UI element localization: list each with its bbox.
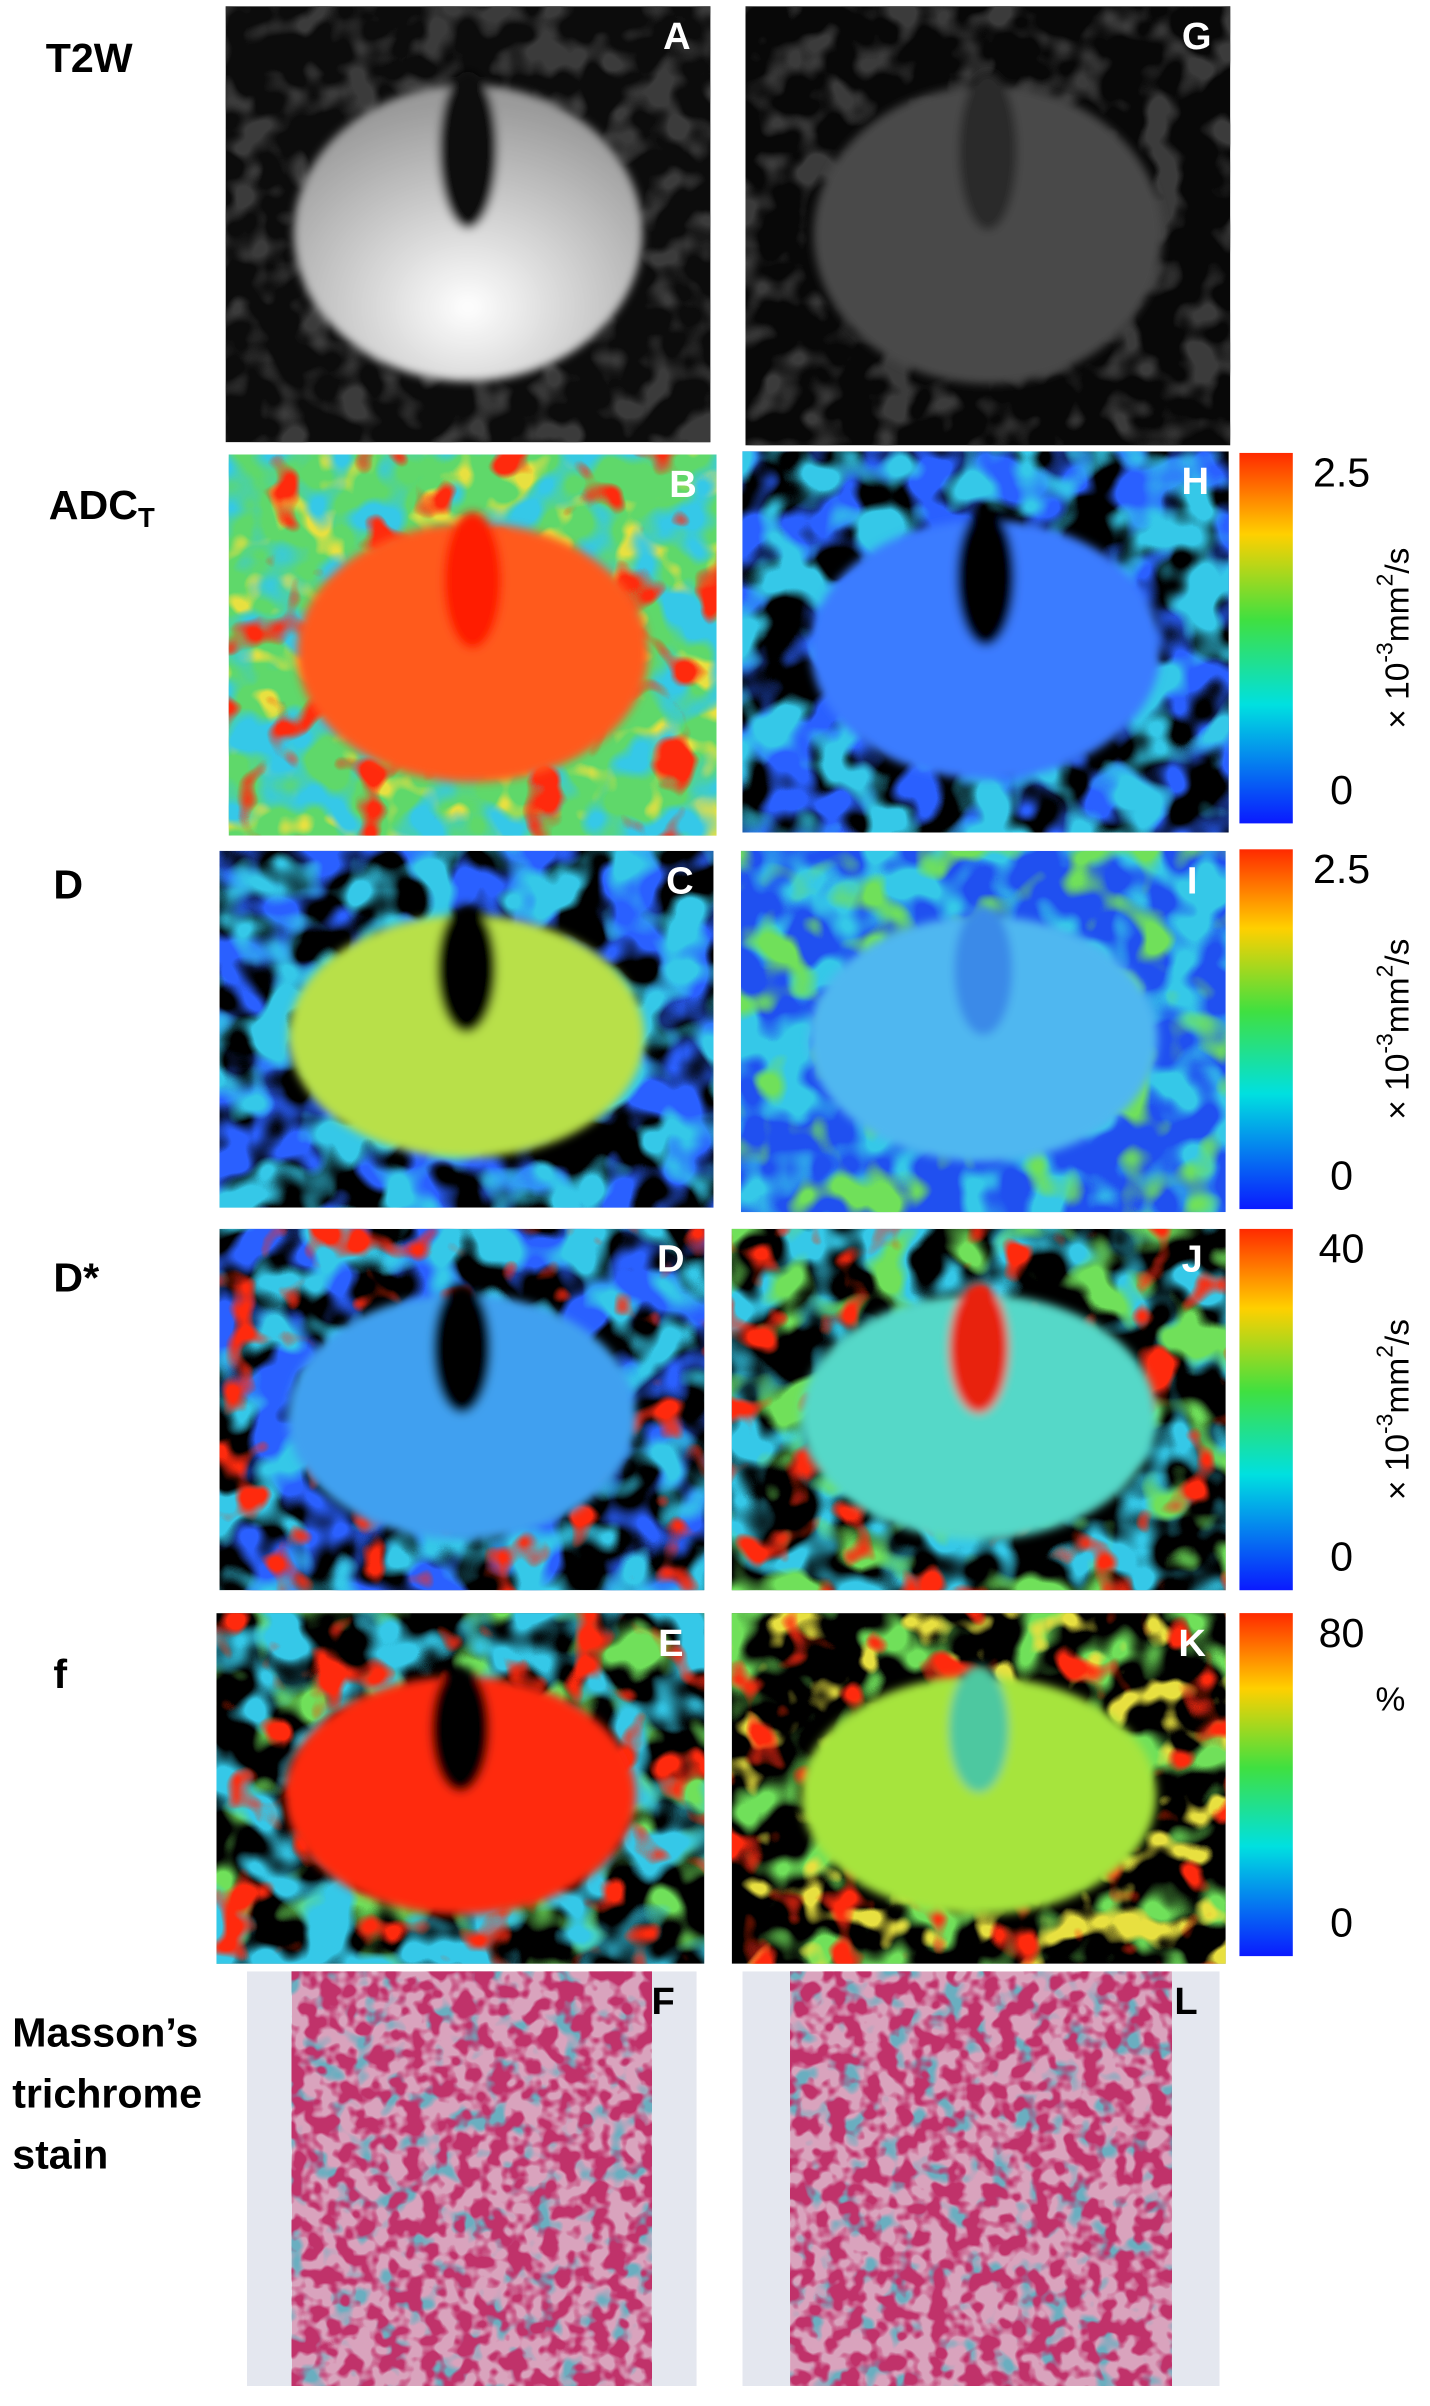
colorbar-min: 0 bbox=[1330, 767, 1353, 813]
row-label: ADCT bbox=[49, 482, 155, 534]
row-label-subscript: T bbox=[138, 502, 155, 533]
unit-part: mm bbox=[1379, 977, 1416, 1033]
row-label-text: Masson’s bbox=[12, 2009, 198, 2055]
row-label-text: ADC bbox=[49, 482, 138, 528]
panel-letter: K bbox=[1178, 1623, 1206, 1665]
panel-letter: I bbox=[1187, 861, 1198, 903]
mri-panel: C bbox=[219, 850, 714, 1208]
panel-letter: C bbox=[666, 861, 694, 903]
colorbar bbox=[1239, 1228, 1293, 1591]
mri-panel: I bbox=[740, 850, 1226, 1213]
mri-panel: E bbox=[216, 1613, 705, 1964]
unit-part: /s bbox=[1379, 548, 1416, 574]
mri-panel: G bbox=[745, 6, 1231, 446]
colorbar-unit: × 10-3mm2/s bbox=[1372, 939, 1417, 1120]
unit-part: mm bbox=[1379, 1358, 1416, 1414]
row-label: T2W bbox=[46, 35, 133, 81]
colorbar-max: 80 bbox=[1319, 1610, 1365, 1656]
panel-letter: G bbox=[1182, 16, 1212, 58]
panel-letter: L bbox=[1174, 1981, 1197, 2023]
row-label-text: f bbox=[53, 1651, 67, 1697]
unit-part: mm bbox=[1379, 586, 1416, 642]
colorbar bbox=[1239, 849, 1293, 1210]
mri-panel: K bbox=[731, 1613, 1226, 1964]
mri-panel: D bbox=[219, 1228, 705, 1591]
row-label-text: D bbox=[53, 861, 83, 907]
colorbar-unit: × 10-3mm2/s bbox=[1372, 548, 1417, 729]
histology-panel: F bbox=[246, 1971, 697, 2387]
panel-letter: D bbox=[657, 1239, 685, 1281]
unit-part: -3 bbox=[1372, 1414, 1398, 1434]
colorbar-max: 40 bbox=[1319, 1226, 1365, 1272]
colorbar-max: 2.5 bbox=[1313, 450, 1370, 496]
panel-letter: F bbox=[652, 1981, 675, 2023]
colorbar bbox=[1239, 452, 1293, 824]
row-label: Masson’s bbox=[12, 2009, 198, 2055]
unit-part: -3 bbox=[1372, 1033, 1398, 1053]
row-label: trichrome bbox=[12, 2070, 202, 2116]
row-label: f bbox=[53, 1651, 67, 1697]
mri-panel: B bbox=[228, 454, 717, 836]
panel-letter: A bbox=[663, 16, 691, 58]
unit-part: -3 bbox=[1372, 642, 1398, 662]
unit-part: 2 bbox=[1372, 965, 1398, 978]
row-label-text: trichrome bbox=[12, 2070, 202, 2116]
panel-letter: B bbox=[669, 464, 697, 506]
colorbar-unit: × 10-3mm2/s bbox=[1372, 1319, 1417, 1500]
row-label-text: stain bbox=[12, 2131, 108, 2177]
colorbar-min: 0 bbox=[1330, 1534, 1353, 1580]
unit-part: × 10 bbox=[1379, 663, 1416, 729]
row-label-text: D* bbox=[53, 1255, 99, 1301]
colorbar-unit: % bbox=[1375, 1681, 1405, 1718]
colorbar-min: 0 bbox=[1330, 1899, 1353, 1945]
unit-part: × 10 bbox=[1379, 1434, 1416, 1500]
colorbar bbox=[1239, 1613, 1293, 1957]
panel-letter: H bbox=[1181, 461, 1209, 503]
unit-part: × 10 bbox=[1379, 1054, 1416, 1120]
colorbar-min: 0 bbox=[1330, 1152, 1353, 1198]
mri-panel: J bbox=[731, 1228, 1226, 1591]
panel-letter: E bbox=[658, 1623, 683, 1665]
row-label: stain bbox=[12, 2131, 108, 2177]
row-label: D* bbox=[53, 1255, 99, 1301]
mri-panel: A bbox=[225, 6, 711, 443]
mri-panel: H bbox=[742, 451, 1229, 833]
unit-part: /s bbox=[1379, 939, 1416, 965]
panel-letter: J bbox=[1182, 1239, 1203, 1281]
row-label-text: T2W bbox=[46, 35, 133, 81]
unit-part: 2 bbox=[1372, 1345, 1398, 1358]
colorbar-max: 2.5 bbox=[1313, 846, 1370, 892]
unit-part: 2 bbox=[1372, 574, 1398, 587]
unit-part: /s bbox=[1379, 1319, 1416, 1345]
unit-part: % bbox=[1375, 1681, 1405, 1718]
row-label: D bbox=[53, 861, 83, 907]
histology-panel: L bbox=[742, 1971, 1220, 2387]
